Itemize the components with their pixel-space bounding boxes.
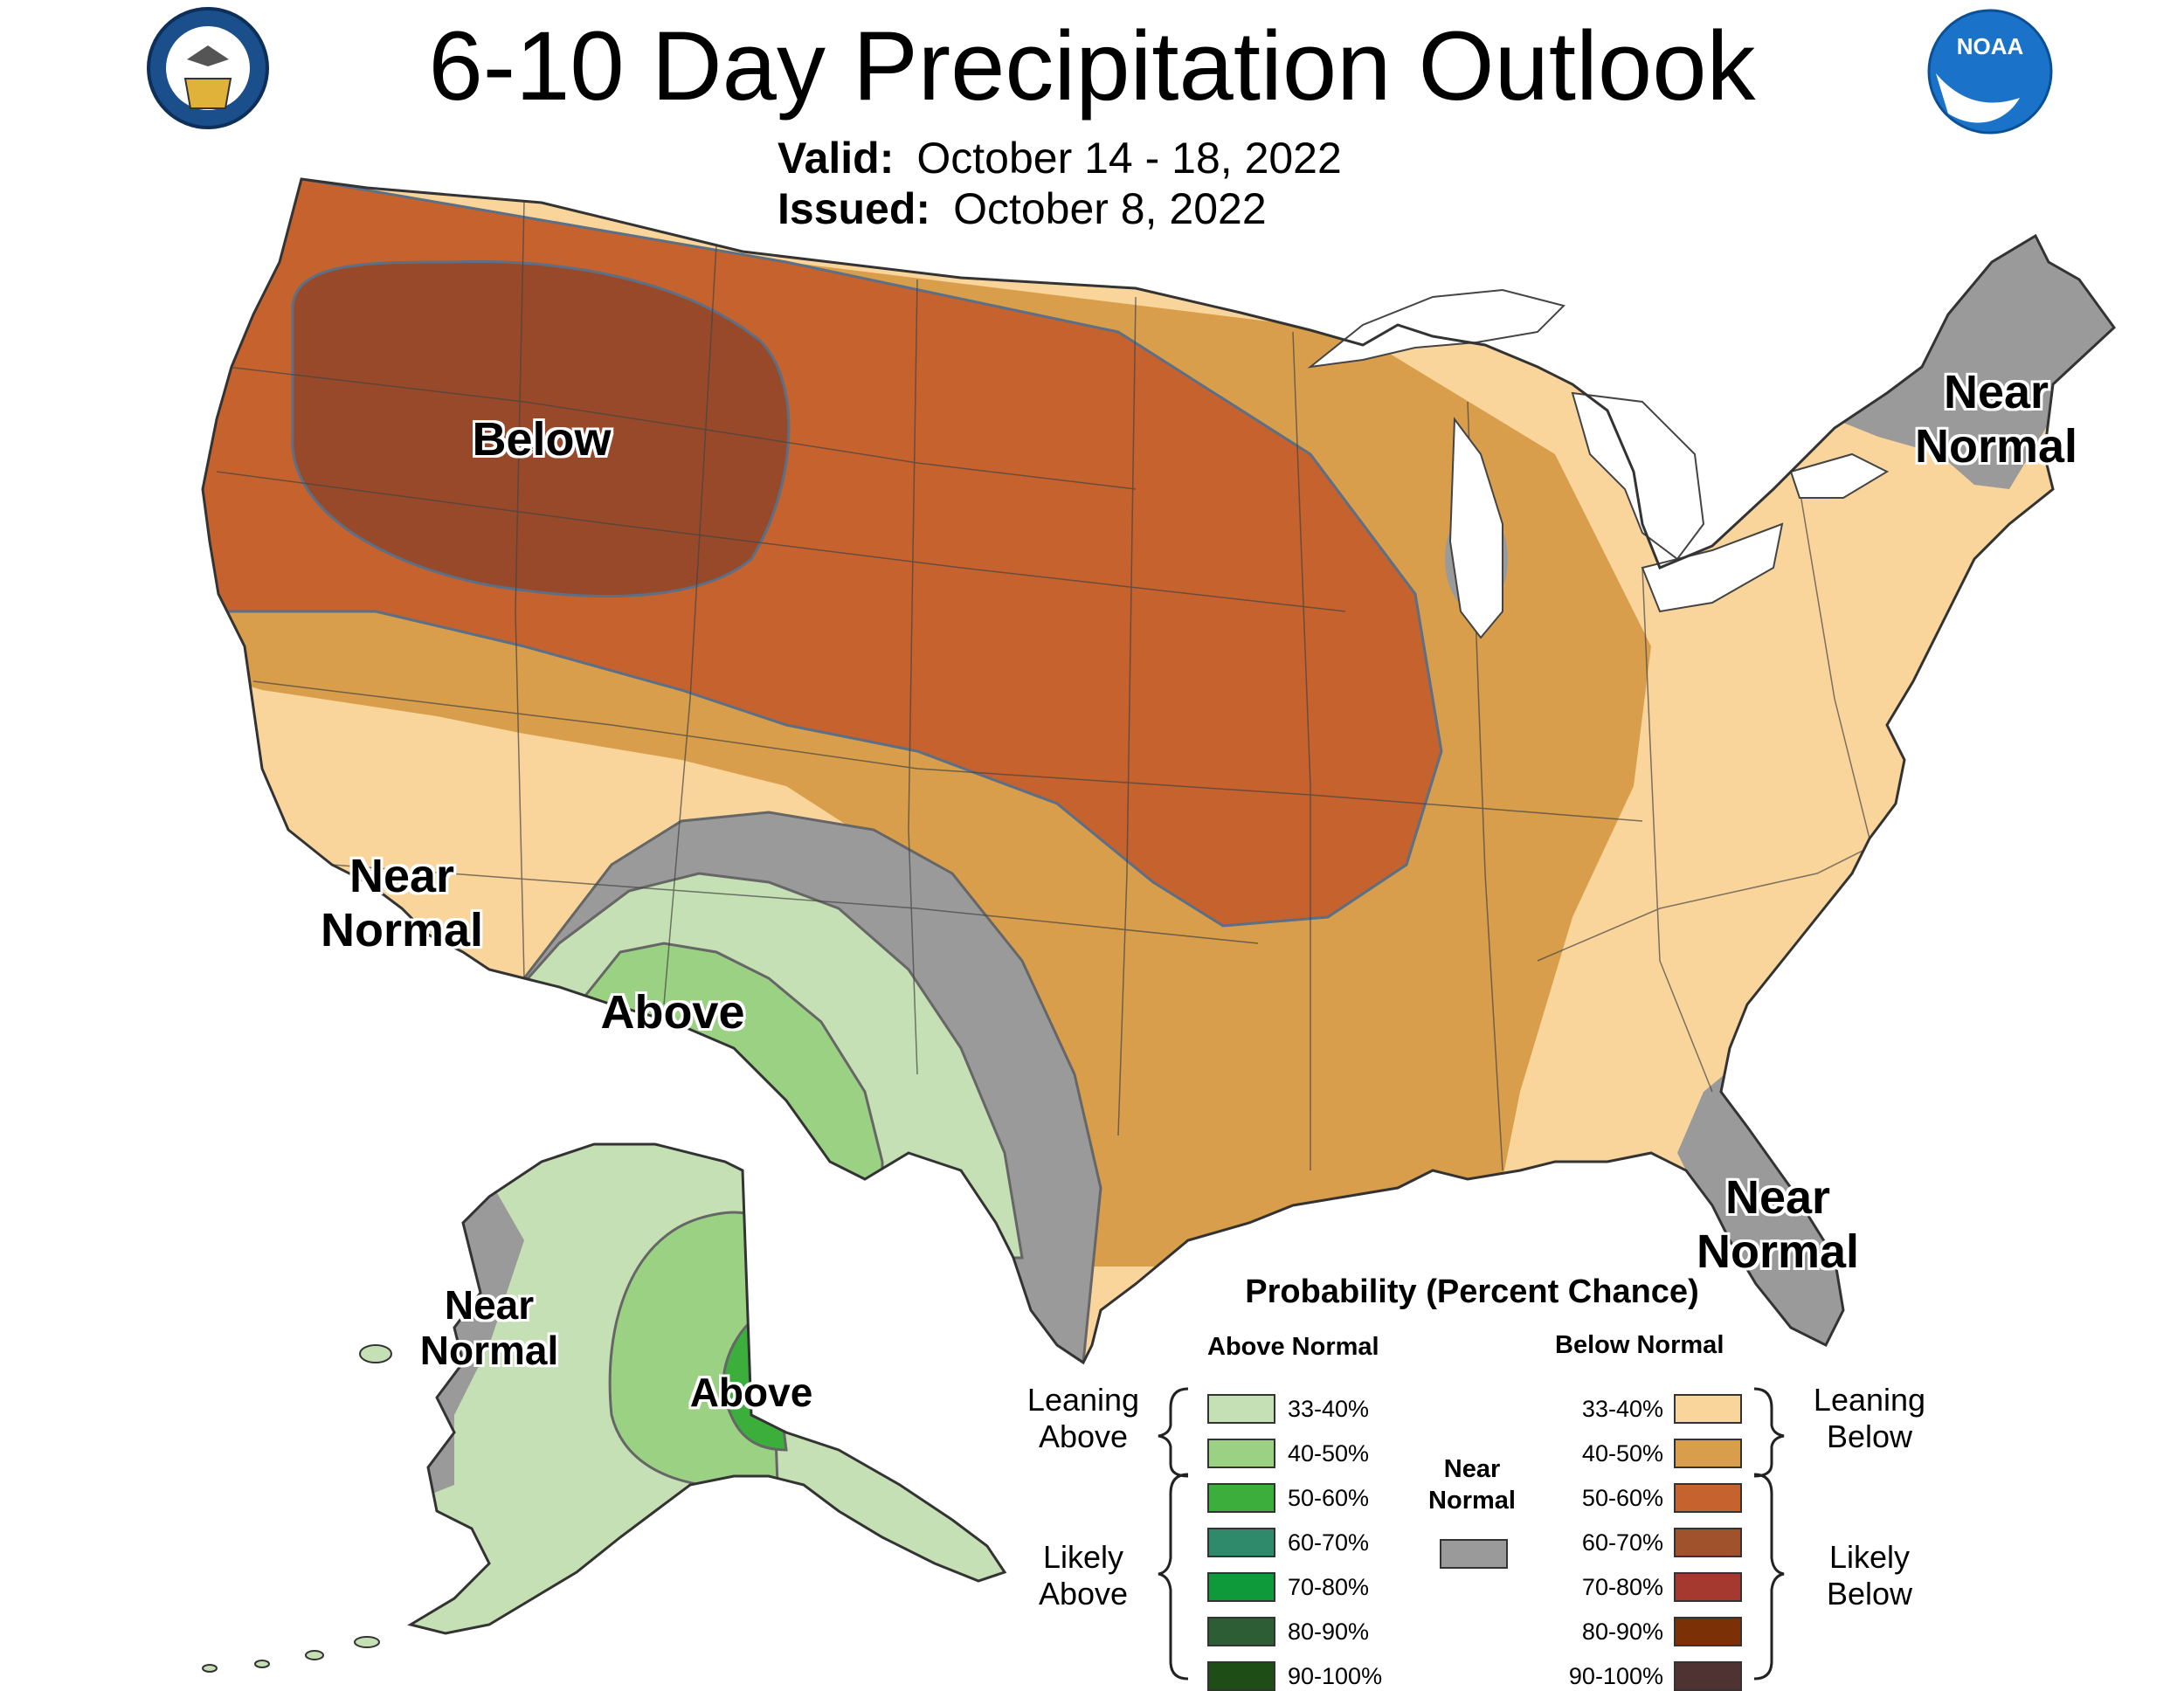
legend-below-row: 60-70% xyxy=(1555,1528,1747,1557)
legend-above-swatch xyxy=(1207,1661,1275,1691)
noaa-logo: NOAA xyxy=(1927,9,2053,135)
legend-above-swatch xyxy=(1207,1394,1275,1424)
legend-leaning-above: Leaning Above xyxy=(1026,1382,1140,1454)
legend-near-normal-label: Near Normal xyxy=(1428,1455,1516,1515)
legend-above-swatch xyxy=(1207,1439,1275,1468)
map-label-above-southwest: Above xyxy=(600,986,745,1039)
legend-above-swatch xyxy=(1207,1528,1275,1557)
legend-above-row: 33-40% xyxy=(1207,1394,1417,1424)
legend-above-row: 70-80% xyxy=(1207,1572,1417,1602)
map-label-below: Below xyxy=(472,413,612,466)
conus-outline xyxy=(201,177,2116,1365)
legend-below-row: 90-100% xyxy=(1555,1661,1747,1691)
alaska-outline xyxy=(407,1142,1007,1635)
map-label-near-normal-alaska: Near Normal xyxy=(419,1282,559,1373)
legend-below-range-label: 90-100% xyxy=(1568,1663,1663,1689)
map-label-near-normal-northeast: Near Normal xyxy=(1914,366,2078,473)
map-label-near-normal-southwest: Near Normal xyxy=(320,850,484,956)
legend-likely-below: Likely Below xyxy=(1826,1539,1913,1612)
legend-above-row: 90-100% xyxy=(1207,1661,1417,1691)
legend-below-swatch xyxy=(1674,1439,1742,1468)
legend-below-range-label: 60-70% xyxy=(1581,1529,1663,1556)
valid-value: October 14 - 18, 2022 xyxy=(916,134,1342,183)
issued-date: Issued: October 8, 2022 xyxy=(778,183,1267,234)
legend-likely-above: Likely Above xyxy=(1038,1539,1129,1612)
department-of-commerce-seal xyxy=(147,7,269,129)
valid-label: Valid: xyxy=(778,134,895,183)
legend-above-row: 40-50% xyxy=(1207,1439,1417,1468)
legend-below-swatch xyxy=(1674,1572,1742,1602)
legend-below-swatch xyxy=(1674,1394,1742,1424)
legend-below-row: 40-50% xyxy=(1555,1439,1747,1468)
issued-value: October 8, 2022 xyxy=(953,184,1267,233)
legend-above-row: 50-60% xyxy=(1207,1483,1417,1513)
legend-above-range-label: 80-90% xyxy=(1288,1619,1370,1645)
aleutian-islands xyxy=(202,1344,392,1673)
legend-above-swatch xyxy=(1207,1572,1275,1602)
legend-above-header: Above Normal xyxy=(1207,1333,1379,1361)
legend-near-normal-swatch xyxy=(1440,1539,1508,1569)
legend-below-row: 80-90% xyxy=(1555,1617,1747,1646)
legend-above-range-label: 90-100% xyxy=(1288,1663,1383,1689)
legend-leaning-below: Leaning Below xyxy=(1813,1382,1926,1454)
legend-below-range-label: 70-80% xyxy=(1581,1574,1663,1600)
map-label-above-alaska: Above xyxy=(689,1370,813,1415)
legend-above-range-label: 60-70% xyxy=(1288,1529,1370,1556)
legend-above-row: 80-90% xyxy=(1207,1617,1417,1646)
legend-above-range-label: 40-50% xyxy=(1288,1440,1370,1467)
legend-above-range-label: 70-80% xyxy=(1288,1574,1370,1600)
legend-above-swatch xyxy=(1207,1483,1275,1513)
legend-below-range-label: 50-60% xyxy=(1581,1485,1663,1511)
valid-dates: Valid: October 14 - 18, 2022 xyxy=(778,133,1342,183)
legend-below-row: 33-40% xyxy=(1555,1394,1747,1424)
issued-label: Issued: xyxy=(778,184,931,233)
legend-below-swatch xyxy=(1674,1528,1742,1557)
legend-below-swatch xyxy=(1674,1661,1742,1691)
legend-title: Probability (Percent Chance) xyxy=(1245,1273,1699,1310)
legend-below-range-label: 33-40% xyxy=(1581,1396,1663,1422)
legend-below-range-label: 80-90% xyxy=(1581,1619,1663,1645)
legend-above-swatch xyxy=(1207,1617,1275,1646)
page-title: 6-10 Day Precipitation Outlook xyxy=(428,11,1756,121)
legend-above-range-label: 50-60% xyxy=(1288,1485,1370,1511)
legend-above-row: 60-70% xyxy=(1207,1528,1417,1557)
legend-below-row: 50-60% xyxy=(1555,1483,1747,1513)
legend-below-swatch xyxy=(1674,1617,1742,1646)
map-label-near-normal-florida: Near Normal xyxy=(1696,1171,1860,1278)
state-boundaries xyxy=(216,200,1888,1171)
legend-below-range-label: 40-50% xyxy=(1581,1440,1663,1467)
legend-below-row: 70-80% xyxy=(1555,1572,1747,1602)
noaa-logo-text: NOAA xyxy=(1957,33,2024,59)
great-lakes xyxy=(1307,288,1890,639)
legend-below-header: Below Normal xyxy=(1555,1331,1724,1359)
legend-below-swatch xyxy=(1674,1483,1742,1513)
legend-above-range-label: 33-40% xyxy=(1288,1396,1370,1422)
region-below-60-70 xyxy=(291,260,791,597)
